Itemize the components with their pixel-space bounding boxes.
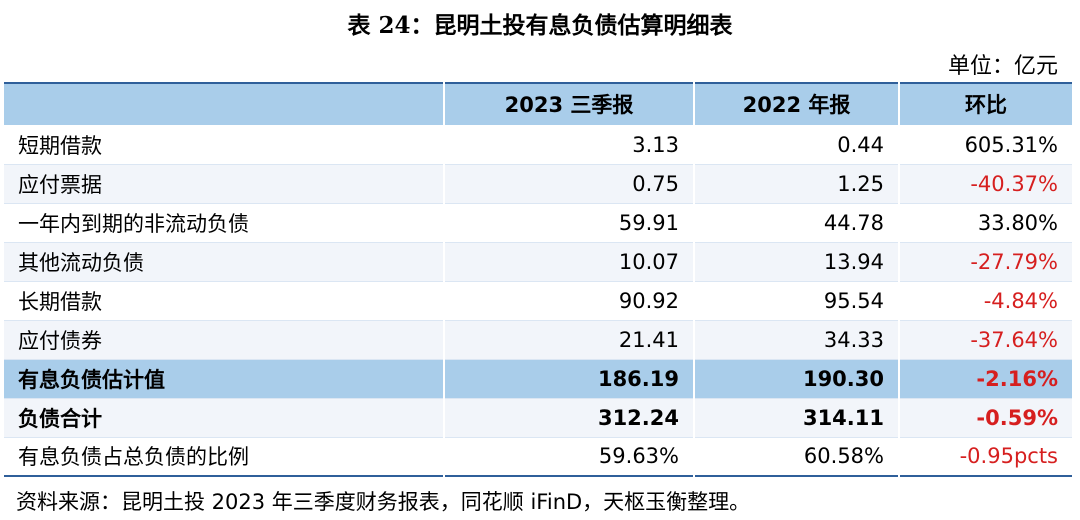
row-label: 有息负债占总负债的比例 <box>4 437 445 477</box>
unit-label: 单位：亿元 <box>947 54 1058 79</box>
value-change: 33.80% <box>899 203 1072 243</box>
header-2023q3: 2023 三季报 <box>444 83 695 126</box>
value-2023q3: 312.24 <box>444 398 695 438</box>
row-label: 长期借款 <box>4 281 445 321</box>
header-item <box>4 83 445 126</box>
row-label: 应付债券 <box>4 320 445 360</box>
value-2023q3: 10.07 <box>444 242 695 282</box>
value-change: -40.37% <box>899 164 1072 204</box>
value-2023q3: 0.75 <box>444 164 695 204</box>
table-title: 表 24：昆明土投有息负债估算明细表 <box>347 12 733 39</box>
table-row-interest-bearing-debt: 有息负债估计值 186.19 190.30 -2.16% <box>4 359 1072 399</box>
value-2022: 190.30 <box>694 359 900 399</box>
value-2023q3: 21.41 <box>444 320 695 360</box>
value-change: 605.31% <box>899 125 1072 165</box>
value-2022: 314.11 <box>694 398 900 438</box>
value-2022: 95.54 <box>694 281 900 321</box>
value-change: -0.95pcts <box>899 437 1072 477</box>
table-row: 长期借款 90.92 95.54 -4.84% <box>4 281 1072 321</box>
header-2022: 2022 年报 <box>694 83 900 126</box>
row-label: 一年内到期的非流动负债 <box>4 203 445 243</box>
table-row: 有息负债占总负债的比例 59.63% 60.58% -0.95pcts <box>4 437 1072 477</box>
debt-table: 2023 三季报 2022 年报 环比 短期借款 3.13 0.44 605.3… <box>4 82 1072 477</box>
value-2022: 0.44 <box>694 125 900 165</box>
value-change: -2.16% <box>899 359 1072 399</box>
table-row: 其他流动负债 10.07 13.94 -27.79% <box>4 242 1072 282</box>
table-row-total-liabilities: 负债合计 312.24 314.11 -0.59% <box>4 398 1072 438</box>
value-2023q3: 3.13 <box>444 125 695 165</box>
row-label: 负债合计 <box>4 398 445 438</box>
value-change: -27.79% <box>899 242 1072 282</box>
source-note: 资料来源：昆明土投 2023 年三季度财务报表，同花顺 iFinD，天枢玉衡整理… <box>16 490 751 514</box>
value-change: -4.84% <box>899 281 1072 321</box>
row-label: 有息负债估计值 <box>4 359 445 399</box>
value-2023q3: 90.92 <box>444 281 695 321</box>
value-2023q3: 186.19 <box>444 359 695 399</box>
table-row: 一年内到期的非流动负债 59.91 44.78 33.80% <box>4 203 1072 243</box>
table-row: 短期借款 3.13 0.44 605.31% <box>4 125 1072 165</box>
header-change: 环比 <box>899 83 1072 126</box>
table-row: 应付债券 21.41 34.33 -37.64% <box>4 320 1072 360</box>
row-label: 短期借款 <box>4 125 445 165</box>
value-change: -0.59% <box>899 398 1072 438</box>
value-2022: 1.25 <box>694 164 900 204</box>
value-change: -37.64% <box>899 320 1072 360</box>
value-2022: 13.94 <box>694 242 900 282</box>
value-2023q3: 59.91 <box>444 203 695 243</box>
header-row: 2023 三季报 2022 年报 环比 <box>4 83 1072 126</box>
value-2022: 44.78 <box>694 203 900 243</box>
table-row: 应付票据 0.75 1.25 -40.37% <box>4 164 1072 204</box>
row-label: 应付票据 <box>4 164 445 204</box>
value-2022: 34.33 <box>694 320 900 360</box>
value-2022: 60.58% <box>694 437 900 477</box>
value-2023q3: 59.63% <box>444 437 695 477</box>
row-label: 其他流动负债 <box>4 242 445 282</box>
